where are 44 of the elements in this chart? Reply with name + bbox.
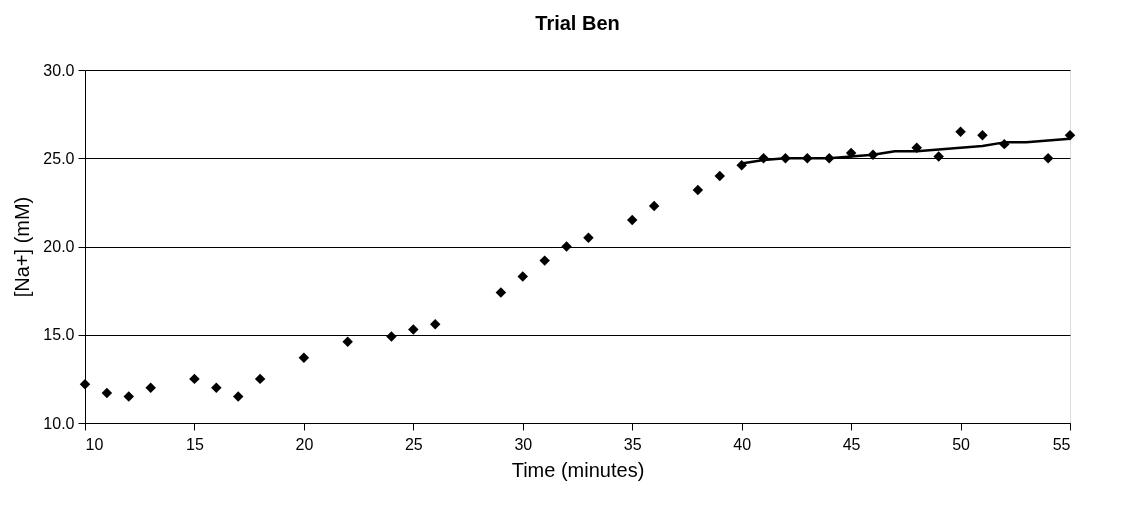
y-tick-label: 20.0 <box>43 238 75 255</box>
point <box>232 391 244 402</box>
point <box>517 271 529 282</box>
y-tick-label: 30.0 <box>43 61 75 79</box>
point <box>211 382 222 393</box>
chart-title: Trial Ben <box>535 12 620 34</box>
point <box>254 373 266 385</box>
point <box>298 352 310 363</box>
point <box>626 214 638 226</box>
y-tick-label: 15.0 <box>43 326 75 344</box>
x-tick-label: 20 <box>295 435 314 453</box>
point <box>1042 153 1054 164</box>
x-tick-label: 15 <box>186 435 204 453</box>
point <box>342 336 353 348</box>
y-axis-title: [Na+] (mM) <box>11 196 34 298</box>
point <box>408 324 419 335</box>
x-tick-label: 55 <box>1052 435 1071 453</box>
y-tick-label: 25.0 <box>43 149 75 167</box>
point <box>495 287 507 298</box>
point <box>692 184 704 196</box>
point <box>714 170 726 182</box>
point <box>539 255 550 266</box>
x-axis-title: Time (minutes) <box>511 458 645 481</box>
point <box>386 331 397 342</box>
x-tick-label: 25 <box>404 435 423 453</box>
x-tick-label: 45 <box>842 435 861 453</box>
point <box>429 318 441 330</box>
point <box>123 391 135 402</box>
point <box>79 378 91 390</box>
point <box>933 151 944 162</box>
y-tick-label: 10.0 <box>43 414 75 432</box>
point <box>101 387 113 399</box>
point <box>583 232 594 243</box>
x-tick-label: 50 <box>952 435 971 453</box>
point <box>955 126 966 138</box>
x-tick-label: 30 <box>514 435 533 453</box>
x-tick-label: 40 <box>733 435 752 453</box>
point <box>189 373 200 385</box>
x-tick-label: 35 <box>623 435 642 453</box>
x-tick-label: 10 <box>85 435 104 453</box>
point <box>977 130 988 141</box>
point <box>561 241 572 252</box>
point <box>145 382 156 393</box>
point <box>648 200 660 212</box>
